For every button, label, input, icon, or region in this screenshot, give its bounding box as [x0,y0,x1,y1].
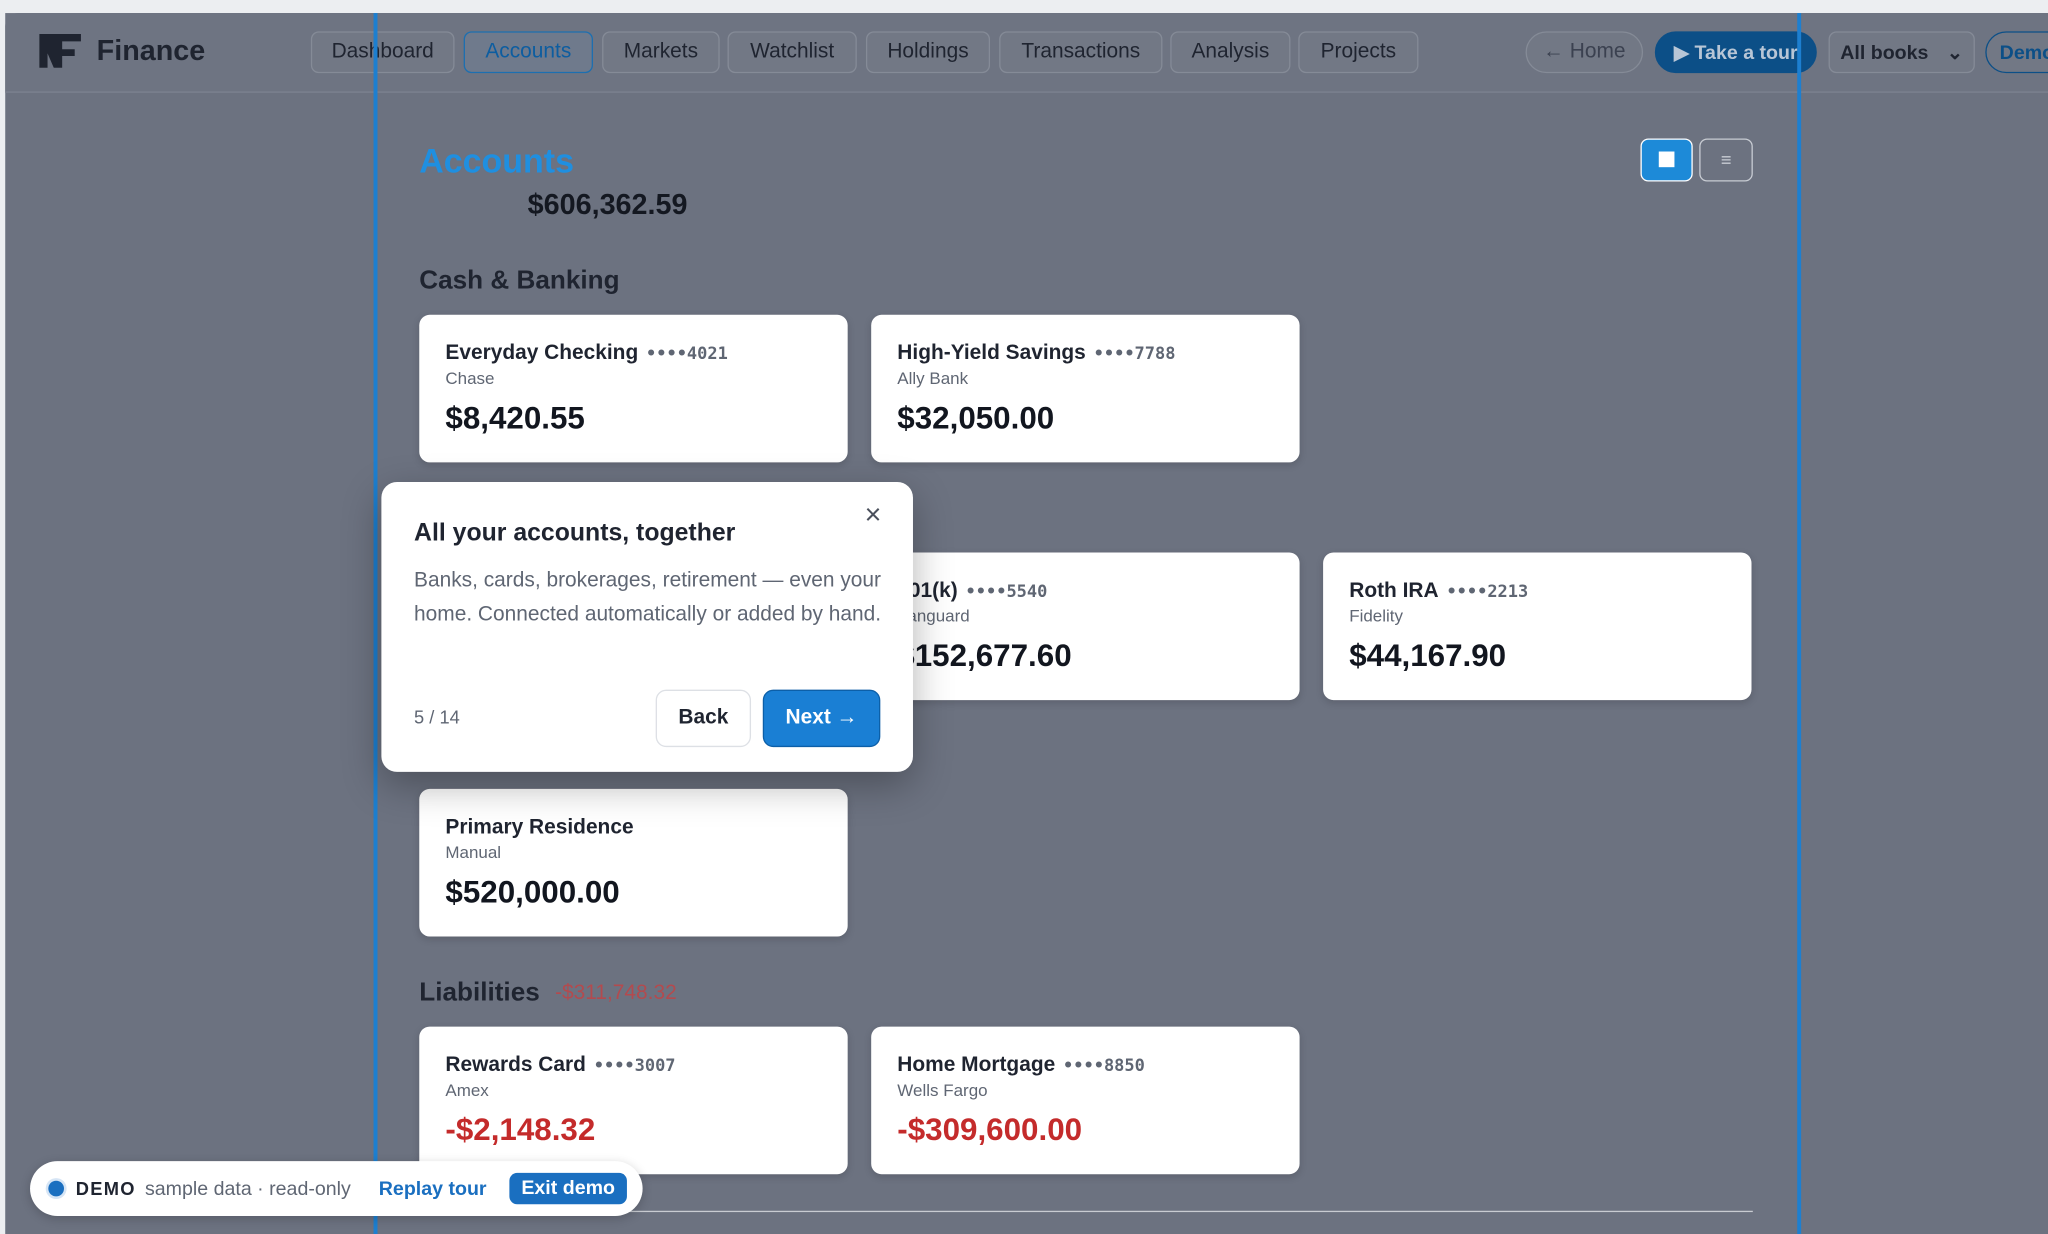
demo-bar: DEMO sample data · read-only Replay tour… [30,1161,643,1216]
account-mask: ••••4021 [646,344,728,365]
books-label: All books [1840,41,1929,64]
spotlight-edge [373,13,378,1234]
grid-view-toggle[interactable] [1640,138,1693,182]
tour-body: Banks, cards, brokerages, retirement — e… [414,569,882,626]
institution: Vanguard [897,606,970,626]
demo-badge: DEMO [75,1178,136,1200]
institution: Ally Bank [897,368,969,388]
balance: $8,420.55 [445,400,585,437]
list-view-toggle[interactable]: ≡ [1699,138,1753,182]
account-card[interactable]: 401(k) ••••5540 Vanguard $152,677.60 [871,552,1300,701]
account-card[interactable]: Rewards Card ••••3007 Amex -$2,148.32 [419,1026,848,1175]
account-name: Home Mortgage [897,1054,1056,1077]
institution: Amex [445,1080,489,1100]
account-card[interactable]: Home Mortgage ••••8850 Wells Fargo -$309,60… [871,1026,1300,1175]
balance: $44,167.90 [1349,638,1507,674]
institution: Manual [445,842,502,863]
next-button[interactable]: Next → [762,689,881,748]
net-total: $606,362.59 [527,188,688,221]
account-card[interactable]: High-Yield Savings ••••7788 Ally Bank $32,0… [871,314,1300,463]
nav-tab[interactable]: Analysis [1170,31,1291,74]
books-select[interactable]: All books ⌄ [1828,31,1975,74]
account-mask: ••••3007 [593,1056,676,1077]
nav-tab[interactable]: Dashboard [310,31,455,74]
demo-button[interactable]: Demo [1985,31,2048,74]
nav-tab[interactable]: Projects [1298,31,1419,74]
brand: Finance [96,33,206,67]
section-total: -$311,748.32 [555,982,677,1005]
exit-demo[interactable]: Exit demo [509,1172,627,1205]
institution: Chase [445,368,495,388]
balance: $520,000.00 [445,875,620,911]
institution: Wells Fargo [897,1080,988,1100]
institution: Fidelity [1349,606,1404,626]
spotlight-edge [1797,13,1802,1234]
account-name: Rewards Card [445,1054,586,1077]
nav-tab[interactable]: Holdings [865,31,991,74]
tour-step: 5 / 14 [414,706,460,728]
tour-title: All your accounts, together [414,519,736,548]
account-name: Everyday Checking [445,342,639,365]
back-button[interactable]: Back [655,689,752,748]
replay-tour[interactable]: Replay tour [378,1178,487,1201]
account-mask: ••••5540 [965,582,1048,603]
divider [419,1210,1753,1213]
balance: -$309,600.00 [897,1112,1083,1149]
nav-tab[interactable]: Markets [602,31,720,74]
chevron: ⌄ [1946,41,1964,64]
account-mask: ••••2213 [1446,582,1529,603]
tour-button[interactable]: ▶ Take a tour [1654,31,1817,74]
balance: $152,677.60 [897,638,1072,674]
close-button[interactable]: × [864,497,882,531]
demo-note: sample data · read-only [144,1178,351,1201]
account-name: Roth IRA [1349,579,1439,603]
account-mask: ••••8850 [1063,1056,1145,1077]
balance: -$2,148.32 [445,1112,596,1149]
section-title: Cash & Banking [419,266,620,296]
section-title: Liabilities [419,978,540,1008]
account-name: Primary Residence [445,816,634,839]
grid-icon [1658,151,1675,168]
account-card[interactable]: Everyday Checking ••••4021 Chase $8,420.55 [419,314,848,463]
nav-tab[interactable]: Watchlist [727,31,857,74]
home-button[interactable]: ← Home [1525,31,1644,74]
nav-tab[interactable]: Transactions [999,31,1163,74]
account-name: High-Yield Savings [897,342,1086,365]
account-mask: ••••7788 [1093,344,1176,365]
account-card[interactable]: Primary Residence Manual $520,000.00 [419,788,848,937]
nav-tab-active[interactable]: Accounts [463,31,593,74]
page-title: Accounts [419,141,574,181]
account-card[interactable]: Roth IRA ••••2213 Fidelity $44,167.90 [1323,552,1752,701]
balance: $32,050.00 [897,400,1055,437]
demo-dot [48,1180,64,1197]
tour-popover: × All your accounts, together Banks, car… [381,481,913,772]
